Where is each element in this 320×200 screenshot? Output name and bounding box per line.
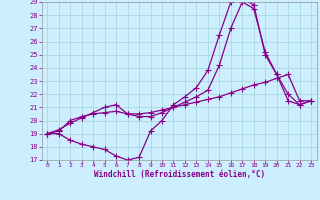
X-axis label: Windchill (Refroidissement éolien,°C): Windchill (Refroidissement éolien,°C) (94, 170, 265, 179)
